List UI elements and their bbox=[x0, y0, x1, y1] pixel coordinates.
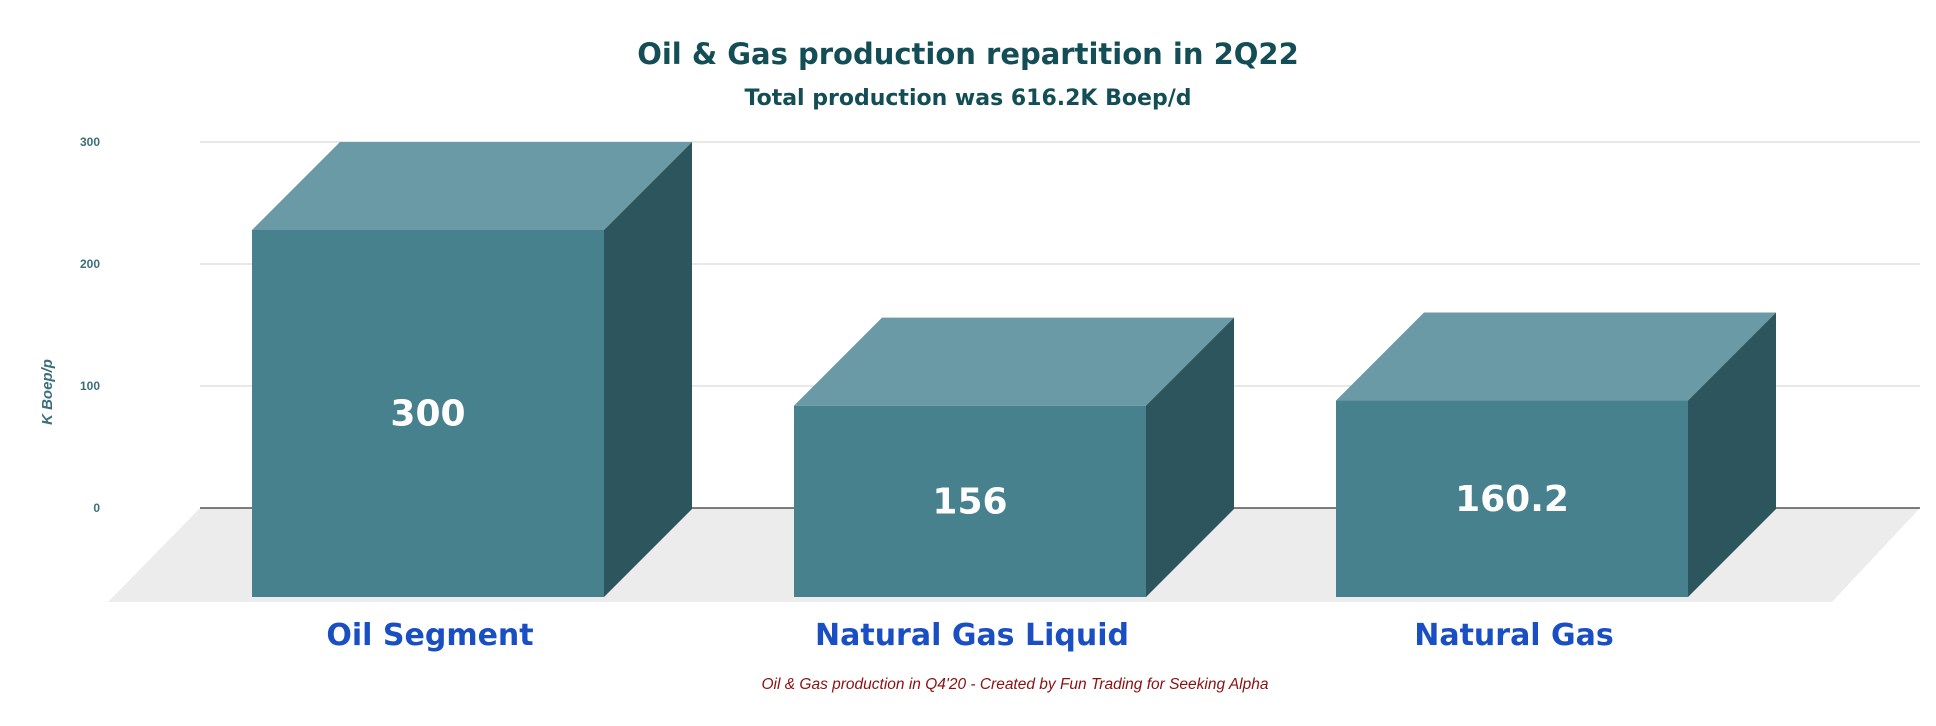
bar-top-2 bbox=[1336, 312, 1776, 401]
chart-title: Oil & Gas production repartition in 2Q22 bbox=[637, 37, 1299, 71]
bar-side-1 bbox=[1146, 317, 1234, 597]
bar-top-1 bbox=[794, 317, 1234, 406]
y-axis-ticks: 0 100 200 300 bbox=[80, 135, 100, 515]
bar-front-2 bbox=[1336, 400, 1688, 597]
y-tick-label-2: 200 bbox=[80, 257, 100, 271]
bars: 300 156 160.2 bbox=[252, 142, 1776, 597]
y-tick-label-0: 0 bbox=[93, 501, 100, 515]
category-label-0: Oil Segment bbox=[326, 618, 533, 653]
data-label-0: 300 bbox=[390, 394, 465, 435]
bar-1: 156 bbox=[794, 317, 1234, 597]
y-tick-label-1: 100 bbox=[80, 379, 100, 393]
bar-side-2 bbox=[1688, 312, 1776, 597]
category-label-1: Natural Gas Liquid bbox=[815, 618, 1129, 653]
chart-caption: Oil & Gas production in Q4'20 - Created … bbox=[762, 676, 1269, 693]
bar-front-1 bbox=[794, 405, 1146, 597]
bar-top-0 bbox=[252, 142, 692, 230]
category-labels: Oil Segment Natural Gas Liquid Natural Gas bbox=[326, 618, 1613, 653]
category-label-2: Natural Gas bbox=[1414, 618, 1614, 653]
bar-0: 300 bbox=[252, 142, 692, 597]
bar-front-0 bbox=[252, 230, 604, 597]
bar-2: 160.2 bbox=[1336, 312, 1776, 597]
y-axis-label: K Boep/p bbox=[39, 359, 56, 425]
chart-subtitle: Total production was 616.2K Boep/d bbox=[745, 86, 1192, 111]
data-label-1: 156 bbox=[932, 481, 1007, 522]
bar-side-0 bbox=[604, 142, 692, 597]
data-label-2: 160.2 bbox=[1455, 479, 1569, 520]
y-tick-label-3: 300 bbox=[80, 135, 100, 149]
